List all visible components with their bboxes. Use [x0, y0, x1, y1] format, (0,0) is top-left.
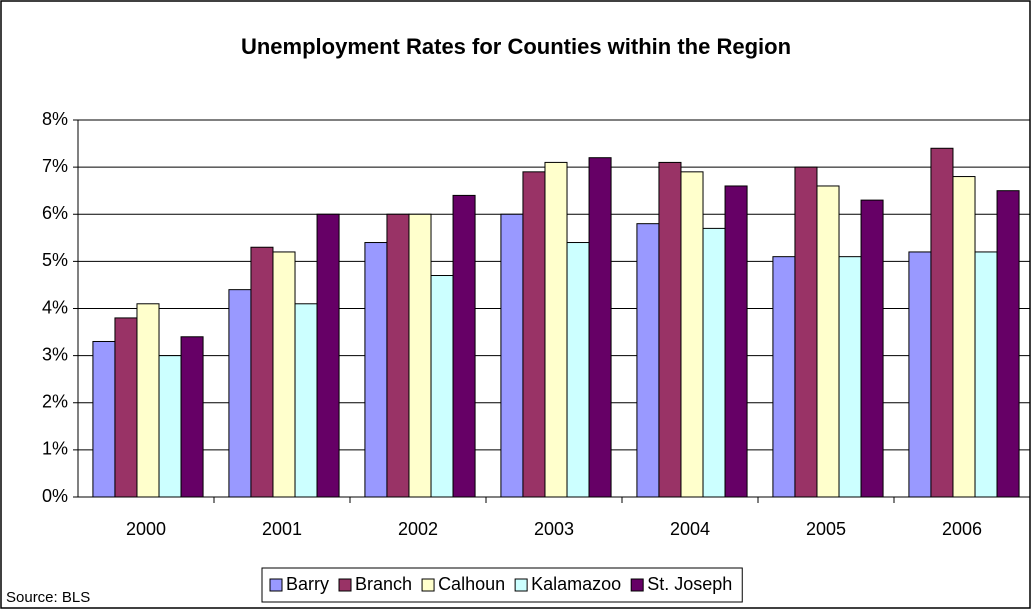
y-tick-label: 0% — [42, 486, 68, 506]
y-tick-label: 8% — [42, 109, 68, 129]
bar — [838, 256, 862, 498]
legend-label: Calhoun — [438, 574, 505, 594]
x-tick-label: 2004 — [670, 519, 710, 539]
x-tick-label: 2001 — [262, 519, 302, 539]
bar — [136, 303, 160, 498]
bar — [952, 176, 976, 498]
bar — [544, 161, 568, 498]
bar — [636, 223, 660, 498]
bar — [658, 161, 682, 498]
legend-swatch — [338, 578, 352, 592]
x-tick-label: 2006 — [942, 519, 982, 539]
bar — [680, 171, 704, 498]
bar — [566, 242, 590, 498]
bar — [588, 157, 612, 498]
bar — [724, 185, 748, 498]
legend-swatch — [514, 578, 528, 592]
bar — [930, 147, 954, 498]
legend-label: St. Joseph — [647, 574, 732, 594]
chart-title: Unemployment Rates for Counties within t… — [241, 34, 791, 59]
bar — [158, 355, 182, 498]
legend-swatch — [269, 578, 283, 592]
bar — [272, 251, 296, 498]
bar — [408, 213, 432, 498]
bar — [500, 213, 524, 498]
bar — [180, 336, 204, 498]
bar — [92, 340, 116, 498]
bar — [996, 190, 1020, 498]
legend-label: Kalamazoo — [531, 574, 621, 594]
bar — [316, 213, 340, 498]
bar — [794, 166, 818, 498]
y-tick-label: 5% — [42, 250, 68, 270]
y-tick-label: 3% — [42, 344, 68, 364]
source-note: Source: BLS — [6, 589, 90, 606]
y-tick-label: 7% — [42, 156, 68, 176]
legend-label: Branch — [355, 574, 412, 594]
bar — [114, 317, 138, 498]
bar — [816, 185, 840, 498]
bar — [452, 194, 476, 498]
x-tick-label: 2000 — [126, 519, 166, 539]
x-tick-label: 2002 — [398, 519, 438, 539]
bar — [860, 199, 884, 498]
y-tick-label: 4% — [42, 297, 68, 317]
legend-swatch — [630, 578, 644, 592]
x-tick-label: 2003 — [534, 519, 574, 539]
bar — [386, 213, 410, 498]
legend-swatch — [421, 578, 435, 592]
bar — [974, 251, 998, 498]
bar — [430, 275, 454, 498]
bar — [908, 251, 932, 498]
bar — [522, 171, 546, 498]
y-tick-label: 1% — [42, 439, 68, 459]
bar — [702, 227, 726, 498]
bar — [772, 256, 796, 498]
bar — [250, 246, 274, 498]
y-tick-label: 2% — [42, 392, 68, 412]
bar — [364, 242, 388, 498]
y-tick-label: 6% — [42, 203, 68, 223]
legend-label: Barry — [286, 574, 329, 594]
x-tick-label: 2005 — [806, 519, 846, 539]
bar — [294, 303, 318, 498]
bar — [228, 289, 252, 498]
